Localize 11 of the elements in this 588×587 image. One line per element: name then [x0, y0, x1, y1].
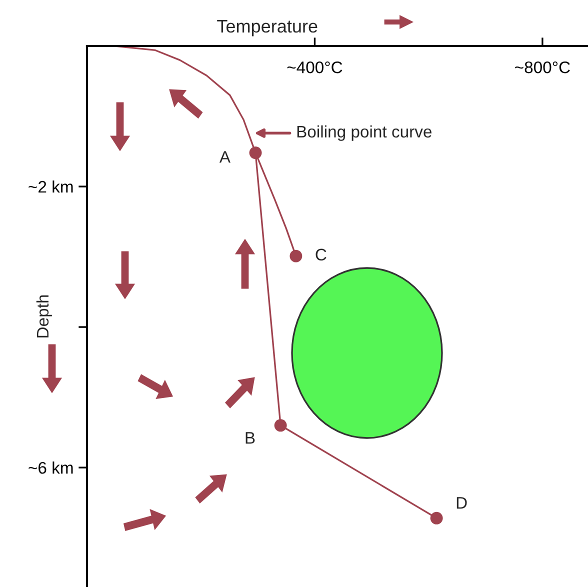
x-tick-label: ~400°C	[287, 61, 342, 74]
y-axis-title: Depth	[36, 295, 52, 338]
annotation: C	[316, 248, 326, 261]
y-tick-label: ~2 km	[28, 180, 73, 193]
annotation: D	[456, 497, 467, 509]
annotation: B	[246, 432, 255, 444]
y-tick-label: ~6 km	[28, 462, 73, 474]
annotation: Boiling point curve	[297, 125, 432, 141]
x-axis-title: Temperature	[217, 20, 318, 36]
x-tick-label: ~800°C	[515, 61, 570, 74]
annotation: A	[219, 151, 230, 163]
